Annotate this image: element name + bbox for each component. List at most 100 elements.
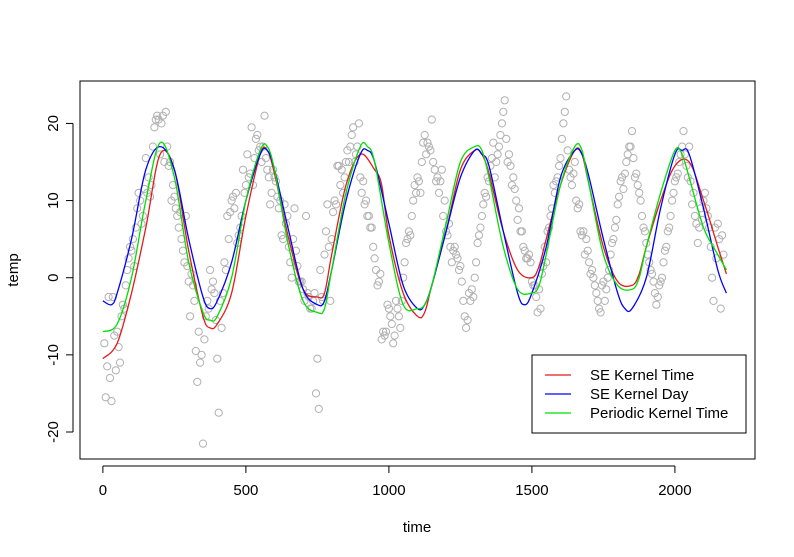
- data-point-158: [326, 296, 335, 305]
- data-point-60: [186, 312, 195, 321]
- data-point-406: [680, 150, 690, 159]
- data-point-185: [364, 211, 373, 221]
- data-point-207: [396, 323, 405, 332]
- data-point-258: [469, 292, 478, 302]
- data-point-346: [595, 304, 604, 313]
- data-point-148: [311, 389, 321, 398]
- data-point-263: [476, 223, 485, 232]
- data-point-286: [509, 173, 518, 182]
- data-point-68: [197, 350, 206, 359]
- data-point-171: [344, 157, 353, 167]
- data-point-279: [499, 107, 508, 117]
- data-point-132: [289, 235, 298, 244]
- data-point-113: [261, 154, 270, 163]
- x-tick-label: 1000: [372, 482, 405, 499]
- data-point-221: [416, 188, 425, 197]
- data-point-275: [493, 150, 502, 159]
- data-point-402: [675, 157, 684, 167]
- data-point-391: [659, 258, 668, 267]
- data-point-216: [409, 196, 418, 205]
- data-point-162: [331, 200, 341, 209]
- data-point-366: [623, 150, 632, 159]
- data-point-321: [559, 119, 568, 128]
- data-point-246: [452, 250, 461, 259]
- data-point-389: [656, 277, 665, 286]
- data-point-193: [376, 269, 385, 278]
- data-point-352: [603, 273, 612, 282]
- data-point-339: [585, 258, 594, 267]
- data-point-180: [357, 188, 366, 197]
- data-point-201: [387, 319, 396, 329]
- data-point-196: [380, 331, 389, 340]
- legend-label-2: Periodic Kernel Time: [590, 405, 728, 422]
- y-tick-label: -20: [45, 421, 62, 443]
- data-point-11: [115, 358, 125, 367]
- data-point-425: [708, 273, 717, 282]
- data-point-191: [373, 281, 382, 290]
- data-point-209: [399, 273, 408, 282]
- data-point-231: [430, 165, 439, 174]
- data-point-276: [494, 142, 504, 151]
- data-point-412: [689, 188, 698, 197]
- data-point-322: [560, 107, 569, 117]
- data-point-57: [181, 211, 190, 221]
- data-point-3: [104, 292, 113, 302]
- data-point-52: [174, 223, 183, 232]
- data-point-50: [171, 204, 180, 213]
- data-point-117: [267, 188, 276, 197]
- data-point-355: [607, 238, 617, 248]
- data-point-203: [390, 331, 399, 340]
- data-point-342: [589, 273, 598, 282]
- data-point-215: [407, 211, 416, 221]
- data-point-77: [210, 289, 219, 298]
- data-point-198: [383, 300, 392, 309]
- data-point-234: [434, 188, 444, 197]
- data-point-239: [442, 227, 451, 236]
- data-point-364: [620, 169, 630, 178]
- data-point-351: [602, 285, 611, 294]
- data-point-272: [489, 138, 498, 147]
- data-point-154: [320, 250, 329, 259]
- data-point-335: [579, 227, 588, 236]
- data-point-1: [101, 393, 110, 402]
- data-point-175: [350, 157, 359, 167]
- data-point-58: [183, 262, 192, 271]
- data-point-155: [321, 227, 331, 236]
- data-point-160: [329, 208, 338, 217]
- data-point-238: [440, 196, 449, 205]
- data-point-328: [569, 169, 578, 178]
- data-point-350: [600, 296, 609, 305]
- data-point-100: [243, 150, 252, 159]
- data-point-237: [439, 211, 448, 221]
- data-point-133: [290, 204, 299, 213]
- data-point-115: [264, 173, 273, 182]
- data-point-361: [616, 177, 625, 186]
- data-point-419: [699, 196, 708, 205]
- data-point-248: [454, 265, 464, 275]
- data-point-220: [414, 177, 423, 186]
- data-point-97: [238, 165, 248, 174]
- data-point-341: [587, 265, 597, 275]
- data-point-183: [361, 196, 371, 205]
- data-point-388: [655, 281, 664, 290]
- x-tick-label: 2000: [658, 482, 691, 499]
- data-point-69: [198, 439, 208, 448]
- data-point-36: [151, 115, 160, 124]
- data-point-399: [670, 177, 680, 186]
- data-point-188: [369, 242, 378, 251]
- data-point-378: [640, 227, 650, 236]
- data-point-297: [524, 250, 534, 259]
- y-tick-label: 10: [45, 192, 62, 209]
- data-point-262: [474, 231, 484, 240]
- data-point-147: [310, 289, 319, 298]
- data-point-166: [337, 165, 346, 174]
- data-point-205: [393, 304, 402, 313]
- data-point-187: [367, 223, 376, 232]
- data-point-178: [354, 119, 363, 128]
- data-point-66: [194, 327, 203, 336]
- x-tick-label: 1500: [515, 482, 548, 499]
- data-point-394: [663, 227, 672, 236]
- data-point-413: [690, 211, 700, 221]
- data-point-189: [370, 254, 379, 263]
